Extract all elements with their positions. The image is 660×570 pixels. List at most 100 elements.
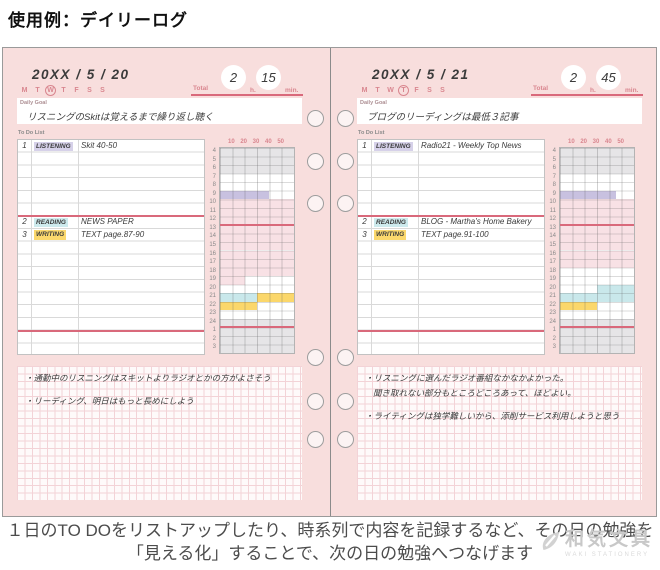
time-block-yellow: [257, 293, 294, 302]
grid-hour-label: 16: [209, 250, 216, 257]
grid-hour-row: [560, 148, 634, 157]
todo-list-label: To Do List: [358, 130, 385, 136]
waki-logo-icon: [538, 529, 562, 558]
binder-hole: [306, 109, 324, 127]
grid-hour-label: 9: [552, 190, 556, 197]
grid-minute-header: 40: [264, 139, 272, 145]
weekday-letter: S: [427, 87, 432, 94]
grid-hour-label: 5: [212, 156, 216, 163]
grid-red-divider: [560, 326, 634, 329]
grid-hour-label: 7: [552, 173, 556, 180]
grid-minute-header: 10: [567, 139, 575, 145]
grid-hour-label: 15: [549, 241, 556, 248]
todo-number: 3: [22, 229, 27, 239]
grid-minute-header: 20: [580, 139, 587, 145]
todo-category-badge: LISTENING: [374, 141, 413, 151]
grid-hour-label: 22: [209, 301, 216, 308]
grid-hour-row: [560, 241, 634, 251]
grid-hour-row: [560, 268, 634, 277]
todo-row: 2 READING NEWS PAPER: [18, 216, 204, 229]
weekday-letter: S: [87, 87, 92, 94]
grid-minute-header: 30: [592, 139, 600, 145]
grid-hour-label: 23: [549, 310, 556, 317]
note-line: ・リーディング、明日はもっと長めにしよう: [25, 396, 194, 406]
planner-page-right: 20XX / 5 / 21 M T W T F S S Total 2 h. 45 min. Daily …: [357, 48, 644, 516]
todo-description: TEXT page.91-100: [421, 229, 489, 239]
grid-hour-row: [560, 335, 634, 345]
grid-hour-row: [220, 310, 294, 319]
weekday-letter: W: [387, 87, 394, 94]
time-block-yellow: [220, 301, 257, 311]
grid-hour-row: [220, 335, 294, 345]
date-text: 20XX / 5 / 21: [372, 67, 470, 82]
total-hours-unit: h.: [590, 87, 596, 94]
time-grid: [219, 147, 295, 354]
total-label: Total: [193, 85, 209, 92]
grid-minute-header: 10: [227, 139, 235, 145]
watermark: 和気文具 WAKI STATIONERY: [538, 529, 653, 558]
grid-hour-row: [220, 285, 294, 294]
grid-hour-label: 21: [209, 293, 216, 300]
binder-hole: [336, 392, 354, 410]
grid-minute-header: 20: [240, 139, 247, 145]
grid-hour-row: [560, 310, 634, 319]
grid-hour-row: [220, 224, 294, 234]
todo-red-divider: [358, 329, 544, 332]
todo-number: 3: [362, 229, 367, 239]
planner-page-left: 20XX / 5 / 20 M T W T F S S Total 2 h. 15 min. Daily …: [17, 48, 304, 516]
todo-column-divider: [418, 140, 419, 354]
grid-hour-row: [560, 318, 634, 328]
binder-hole: [306, 392, 324, 410]
todo-category-badge: READING: [34, 217, 68, 228]
grid-hour-label: 12: [549, 216, 556, 223]
todo-row: 1 LISTENING Radio21 - Weekly Top News: [358, 140, 544, 153]
grid-hour-label: 12: [209, 216, 216, 223]
grid-hour-row: [560, 207, 634, 217]
todo-description: Radio21 - Weekly Top News: [421, 141, 522, 150]
todo-column-divider: [31, 140, 32, 354]
grid-minute-header: 50: [617, 139, 624, 145]
todo-table: 1 LISTENING Radio21 - Weekly Top News 2 READ…: [357, 139, 545, 355]
grid-hour-row: [220, 148, 294, 157]
grid-hour-label: 5: [552, 156, 556, 163]
todo-category-badge: LISTENING: [34, 141, 73, 151]
grid-hour-label: 19: [549, 276, 556, 283]
weekday-letter: T: [375, 87, 380, 94]
total-hours-value: 2: [561, 65, 586, 90]
grid-red-divider: [220, 326, 294, 329]
grid-hour-row: [220, 250, 294, 260]
grid-minute-header: 30: [252, 139, 260, 145]
weekday-letter: F: [414, 87, 419, 94]
time-block-cyan: [560, 293, 634, 302]
grid-hour-row: [560, 259, 634, 268]
grid-hour-row: [560, 182, 634, 191]
grid-hour-label: 17: [549, 259, 556, 266]
total-hours-value: 2: [221, 65, 246, 90]
daily-goal-text: ブログのリーディングは最低３記事: [367, 112, 519, 123]
todo-red-divider: [18, 215, 204, 218]
todo-red-divider: [18, 329, 204, 332]
grid-hour-label: 11: [209, 207, 216, 214]
total-minutes-value: 15: [256, 65, 281, 90]
grid-hour-label: 16: [549, 250, 556, 257]
weekday-letter: T: [61, 87, 66, 94]
time-block-cyan: [220, 293, 257, 302]
grid-hour-row: [560, 301, 634, 311]
grid-hour-row: [560, 233, 634, 242]
daily-goal-box: Daily Goal リスニングのSkitは覚えるまで繰り返し聴く: [17, 98, 302, 124]
grid-hour-row: [560, 250, 634, 260]
daily-goal-box: Daily Goal ブログのリーディングは最低３記事: [357, 98, 642, 124]
grid-hour-row: [560, 327, 634, 336]
grid-hour-label: 24: [209, 318, 216, 325]
grid-hour-row: [560, 199, 634, 208]
grid-hour-label: 21: [549, 293, 556, 300]
binder-hole: [306, 194, 324, 212]
grid-hour-label: 20: [549, 284, 556, 291]
daily-goal-label: Daily Goal: [360, 100, 387, 106]
grid-hour-row: [220, 216, 294, 225]
grid-hour-row: [560, 165, 634, 174]
grid-hour-label: 8: [212, 182, 216, 189]
grid-minute-header: 40: [604, 139, 612, 145]
grid-red-divider: [560, 223, 634, 226]
grid-hour-row: [220, 293, 294, 302]
